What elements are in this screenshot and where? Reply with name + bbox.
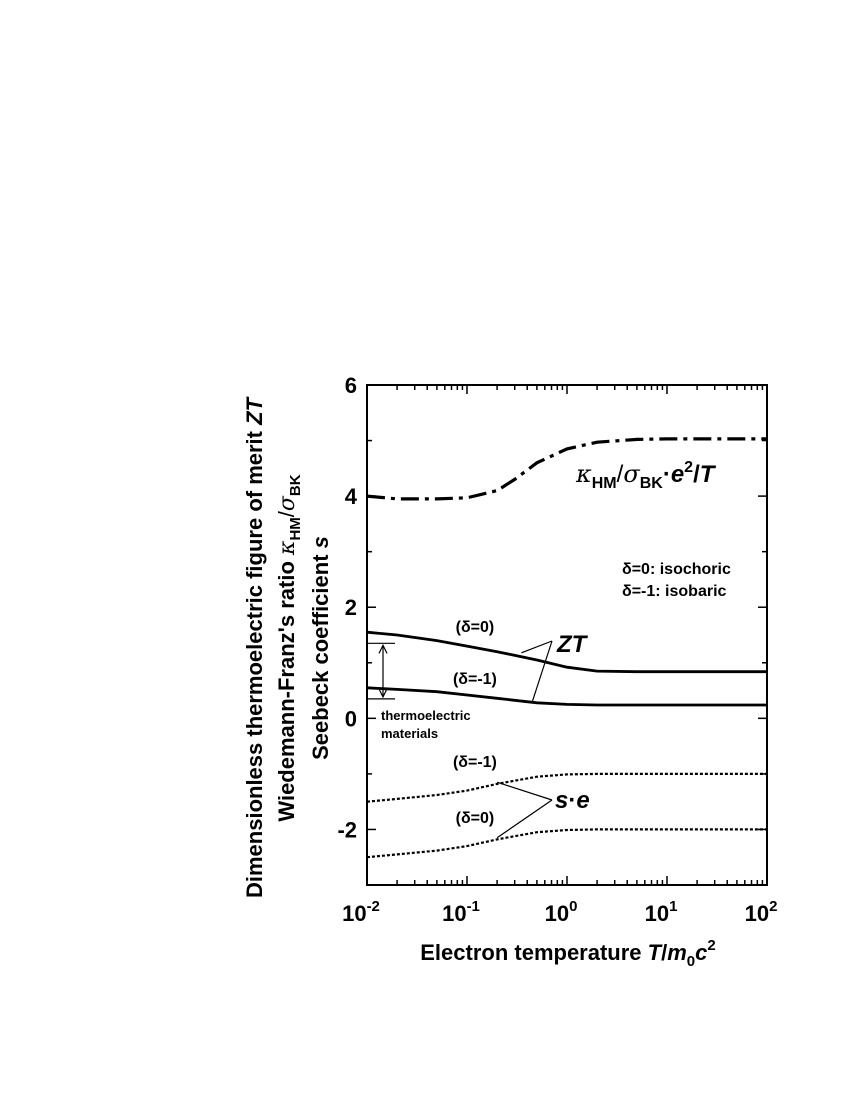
x-tick-exp: 2 xyxy=(769,898,777,915)
x-tick-label: 101 xyxy=(645,898,678,926)
svg-text:Wiedemann-Franz's ratio κHM/σ: Wiedemann-Franz's ratio κHM/σBK xyxy=(274,474,304,821)
y-tick-label: 2 xyxy=(345,595,357,620)
series-label-3: (δ=-1) xyxy=(453,754,497,771)
ylabel-line3-text: Seebeck coefficient xyxy=(308,548,333,760)
zt-label: ZT xyxy=(556,631,589,658)
y-tick-label: 0 xyxy=(345,706,357,731)
svg-text:Seebeck coefficient s: Seebeck coefficient s xyxy=(308,536,333,760)
x-tick-exp: 0 xyxy=(569,898,577,915)
se-leader-top xyxy=(496,781,553,801)
xlabel-sub0: 0 xyxy=(687,953,695,970)
y-axis-label-3: Seebeck coefficient s xyxy=(308,536,333,760)
y-tick-label: -2 xyxy=(337,817,357,842)
thermo-arrowhead-down xyxy=(378,688,388,699)
x-tick-exp: -1 xyxy=(467,898,480,915)
anno-kappa-dot: · xyxy=(663,461,671,488)
xlabel-T: T xyxy=(648,940,663,965)
series-label-2: (δ=-1) xyxy=(453,671,497,688)
anno-kappa-bk: BK xyxy=(640,475,664,492)
series-line-2 xyxy=(366,686,767,707)
y-tick-label: 6 xyxy=(345,373,357,398)
se-label-e: e xyxy=(576,787,589,814)
ylabel-line1-italic: ZT xyxy=(242,396,267,425)
anno-kappa-slash2: / xyxy=(693,461,700,488)
x-tick-label: 100 xyxy=(545,898,578,926)
series-line-1 xyxy=(366,630,767,674)
anno-kappa-sigma: σ xyxy=(623,460,640,488)
anno-kappa-e: e xyxy=(671,461,684,488)
y-axis-label: Dimensionless thermoelectric figure of m… xyxy=(242,396,267,898)
thermoelectric-label-1: thermoelectric xyxy=(381,708,471,723)
x-tick-base: 10 xyxy=(342,901,366,926)
xlabel-main: Electron temperature xyxy=(420,940,647,965)
x-tick-label: 10-2 xyxy=(342,898,380,926)
ylabel-line2-bk: BK xyxy=(287,474,304,496)
ylabel-line2-hm: HM xyxy=(287,517,304,540)
se-label-dot: · xyxy=(568,787,576,814)
x-tick-base: 10 xyxy=(545,901,569,926)
anno-kappa: κ xyxy=(575,460,592,488)
xlabel-slash: / xyxy=(661,940,667,965)
delta-legend-line2: δ=-1: isobaric xyxy=(622,583,727,600)
thermoelectric-label-2: materials xyxy=(381,726,438,741)
series-line-4 xyxy=(366,828,767,859)
ylabel-line2-slash: / xyxy=(274,510,299,517)
x-tick-exp: -2 xyxy=(367,898,380,915)
se-label: s·e xyxy=(555,787,590,814)
series-line-3 xyxy=(366,772,767,803)
series-label-4: (δ=0) xyxy=(456,810,495,827)
anno-kappa-slash: / xyxy=(617,461,624,488)
x-tick-base: 10 xyxy=(745,901,769,926)
anno-kappa-sup2: 2 xyxy=(684,459,693,476)
xlabel-m: m xyxy=(667,940,687,965)
anno-kappa-T: T xyxy=(700,461,717,488)
svg-text:Dimensionless thermoelectric f: Dimensionless thermoelectric figure of m… xyxy=(242,396,267,898)
se-label-s: s xyxy=(555,787,568,814)
series-label-1: (δ=0) xyxy=(456,619,495,636)
x-tick-base: 10 xyxy=(442,901,466,926)
x-axis-label: Electron temperature T/m0c2 xyxy=(420,937,715,970)
series-line-0 xyxy=(366,437,767,501)
ylabel-line2-text: Wiedemann-Franz's ratio xyxy=(274,555,299,822)
y-axis-label-2: Wiedemann-Franz's ratio κHM/σBK xyxy=(274,474,304,821)
ylabel-line3-italic: s xyxy=(308,536,333,548)
zt-leader-top xyxy=(521,640,553,654)
kappa-curve-label: κHM/σBK·e2/T xyxy=(575,459,717,492)
anno-kappa-hm: HM xyxy=(592,475,617,492)
xlabel-c: c xyxy=(695,940,707,965)
zt-leader-bottom xyxy=(531,640,553,702)
y-tick-label: 4 xyxy=(345,484,358,509)
thermo-arrowhead-up xyxy=(378,643,388,654)
ylabel-line1-text: Dimensionless thermoelectric figure of m… xyxy=(242,425,267,898)
x-tick-base: 10 xyxy=(645,901,669,926)
se-leader-bottom xyxy=(496,799,553,839)
ylabel-line2-sigma: σ xyxy=(275,495,300,511)
x-tick-exp: 1 xyxy=(669,898,677,915)
x-tick-label: 10-1 xyxy=(442,898,480,926)
x-tick-label: 102 xyxy=(745,898,778,926)
delta-legend-line1: δ=0: isochoric xyxy=(622,561,731,578)
xlabel-sup2: 2 xyxy=(707,937,715,954)
ylabel-line2-kappa: κ xyxy=(275,540,300,556)
